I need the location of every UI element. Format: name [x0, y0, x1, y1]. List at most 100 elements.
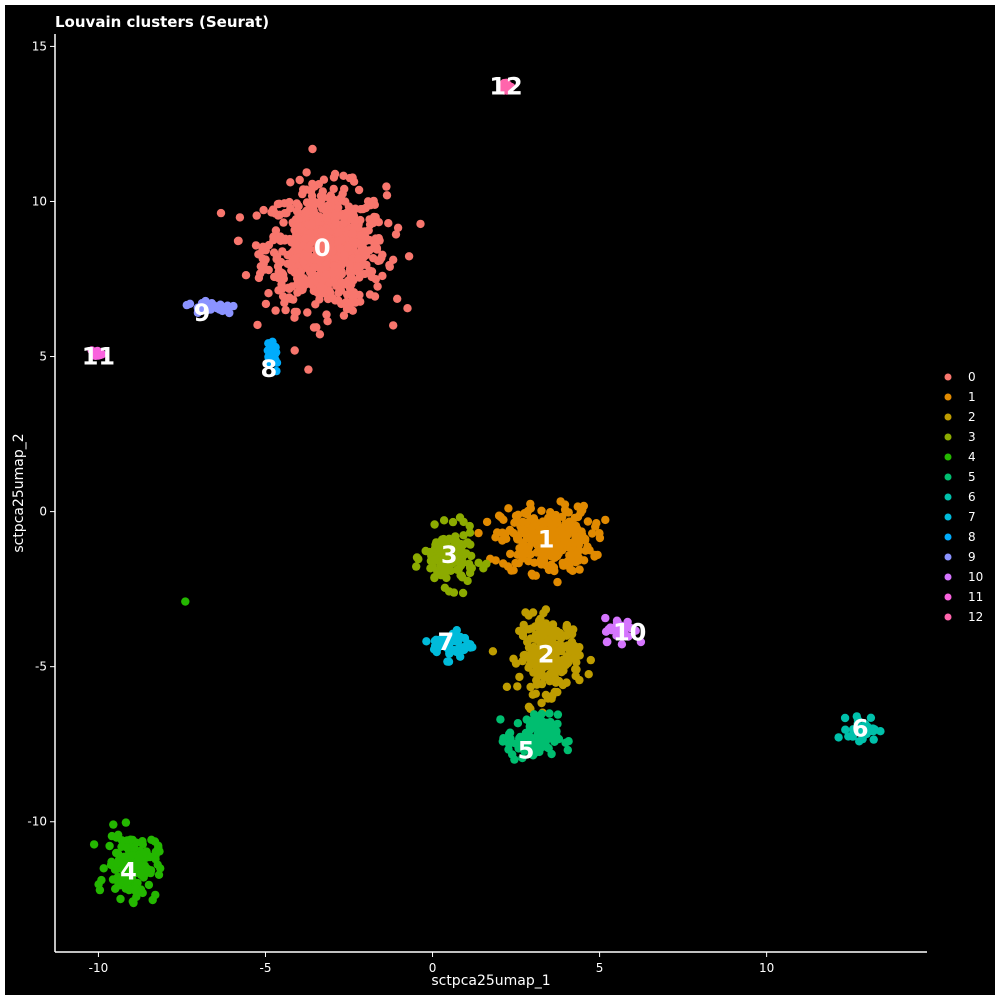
cluster-0-point — [258, 254, 267, 263]
cluster-4-point — [122, 843, 131, 852]
cluster-0-point — [323, 317, 332, 326]
cluster-0-point — [292, 199, 301, 208]
cluster-6-point — [849, 726, 858, 735]
cluster-0-point — [290, 254, 299, 263]
x-tick-label: -5 — [259, 961, 271, 975]
cluster-3-point — [465, 521, 474, 531]
cluster-2-point — [536, 634, 545, 643]
cluster-1-point — [522, 510, 532, 519]
cluster-2-point — [525, 661, 534, 670]
cluster-0-point — [355, 262, 365, 272]
cluster-1-point — [528, 538, 538, 547]
cluster-4-point — [151, 854, 160, 864]
legend-key-5 — [944, 473, 952, 481]
cluster-4-point — [95, 885, 105, 895]
cluster-4-point — [107, 831, 117, 841]
cluster-1-point — [574, 546, 583, 555]
cluster-0-point — [312, 273, 321, 282]
cluster-0-point — [372, 243, 382, 253]
cluster-0-point — [292, 207, 302, 216]
cluster-0-point — [316, 282, 326, 292]
cluster-11-points — [87, 346, 107, 360]
cluster-0-point — [389, 321, 398, 330]
cluster-5-point — [520, 740, 529, 749]
cluster-1-point — [511, 558, 520, 568]
cluster-5-point — [539, 739, 548, 748]
cluster-1-point — [564, 508, 573, 517]
cluster-4-point — [99, 864, 108, 873]
cluster-1-point — [532, 548, 541, 557]
cluster-0-point — [416, 219, 425, 229]
cluster-0-point — [241, 271, 251, 280]
cluster-1-point — [583, 517, 593, 526]
cluster-2-point — [532, 680, 542, 689]
cluster-5-point — [518, 753, 527, 763]
cluster-6-point — [840, 713, 850, 723]
cluster-0-point — [334, 288, 343, 297]
cluster-3-point — [430, 573, 439, 582]
cluster-0-point — [340, 250, 349, 259]
cluster-0-point — [345, 260, 354, 269]
cluster-1-point — [507, 566, 516, 575]
cluster-1-point — [588, 529, 597, 538]
cluster-7-point — [432, 643, 441, 652]
cluster-1-point — [571, 558, 580, 567]
cluster-7-point — [435, 636, 444, 646]
cluster-0-point — [284, 283, 293, 292]
cluster-2-point — [537, 624, 546, 634]
cluster-1-point — [590, 552, 599, 561]
cluster-2-point — [526, 634, 535, 643]
cluster-5-point — [522, 715, 531, 724]
cluster-2-point — [535, 645, 544, 655]
cluster-1-point — [527, 569, 536, 578]
cluster-12-point — [507, 82, 516, 92]
cluster-0-point — [306, 186, 316, 196]
cluster-1-point — [546, 508, 555, 517]
cluster-label-5: 5 — [518, 736, 535, 764]
legend-key-9 — [944, 553, 952, 561]
cluster-6-points — [834, 712, 885, 746]
cluster-2-point — [575, 643, 584, 652]
y-axis-title: sctpca25umap_2 — [11, 433, 27, 552]
legend-key-7 — [944, 513, 952, 521]
cluster-0-point — [286, 178, 295, 187]
cluster-0-point — [278, 247, 287, 256]
cluster-0-point — [322, 310, 331, 319]
legend-key-6 — [944, 493, 952, 501]
cluster-label-10: 10 — [613, 619, 646, 647]
cluster-0-point — [391, 230, 401, 239]
cluster-1-point — [506, 549, 515, 559]
cluster-1-point — [553, 577, 562, 587]
cluster-2-point — [554, 676, 564, 686]
cluster-1-point — [518, 539, 527, 548]
cluster-2-point — [543, 638, 552, 647]
cluster-0-point — [280, 298, 289, 307]
cluster-6-point — [844, 732, 853, 741]
cluster-0-point — [308, 179, 317, 189]
cluster-1-point — [579, 556, 589, 565]
scatter-chart: Louvain clusters (Seurat) -10 -5 0 5 10 -10-… — [11, 13, 983, 989]
cluster-5-point — [505, 740, 514, 749]
cluster-3-points — [412, 513, 491, 598]
cluster-4-point — [121, 818, 131, 827]
cluster-3-point — [458, 588, 468, 598]
cluster-2-point — [562, 623, 571, 632]
cluster-0-point — [343, 243, 352, 252]
cluster-0-point — [280, 199, 289, 208]
cluster-4-point — [148, 895, 157, 905]
cluster-0-point — [261, 299, 271, 309]
cluster-2-point — [518, 656, 527, 666]
cluster-0-point — [327, 194, 336, 203]
cluster-10-points — [601, 613, 646, 649]
cluster-0-point — [300, 279, 310, 288]
cluster-3-point — [467, 563, 476, 573]
cluster-2-point — [537, 698, 546, 708]
cluster-2-points — [488, 605, 595, 717]
cluster-3-point — [428, 562, 437, 572]
cluster-10-point — [636, 637, 646, 647]
cluster-1-point — [502, 534, 511, 543]
cluster-4-point — [114, 873, 124, 882]
cluster-2-point — [565, 645, 574, 655]
cluster-6-point — [869, 735, 878, 744]
